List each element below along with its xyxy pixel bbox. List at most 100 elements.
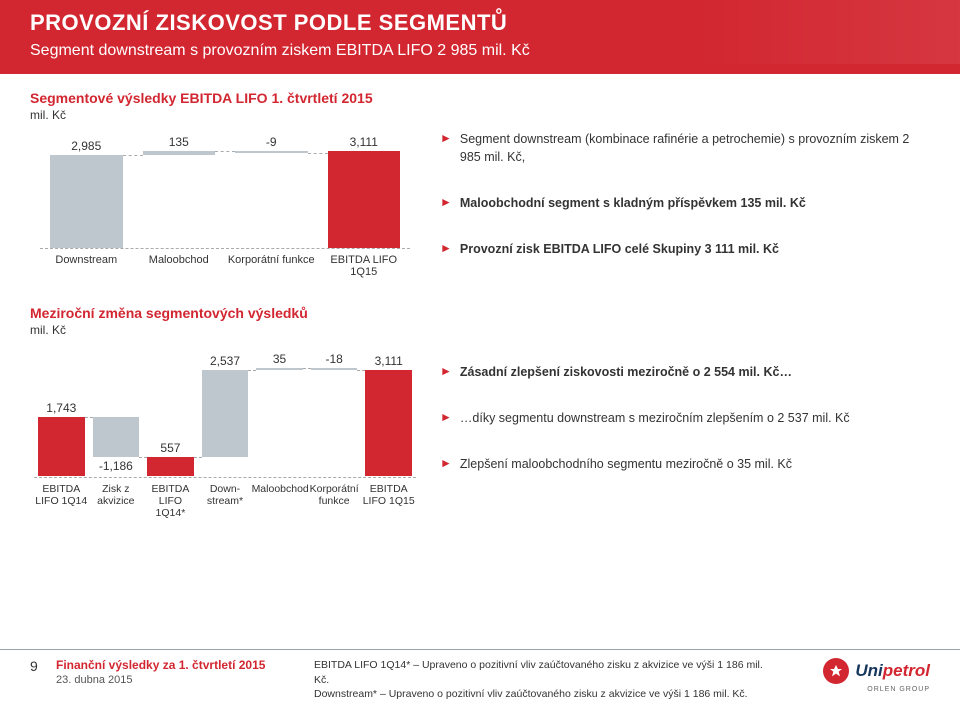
eagle-icon [823,658,849,684]
logo-uni: Uni [855,661,882,680]
connector-line [303,368,311,369]
footer-date: 23. dubna 2015 [56,674,306,686]
triangle-icon: ► [440,363,452,381]
footer-title: Finanční výsledky za 1. čtvrtletí 2015 [56,658,306,672]
chart-bar: 1,743 [38,417,85,477]
chart-bar: 3,111 [328,151,401,248]
bullet: ► Provozní zisk EBITDA LIFO celé Skupiny … [440,240,930,258]
logo-pet: petrol [883,661,930,680]
chart-bar: 2,537 [202,370,249,457]
bar-box [235,151,308,153]
category-label: Down-stream* [197,483,253,507]
bar-box [365,370,412,477]
section1-title: Segmentové výsledky EBITDA LIFO 1. čtvrt… [30,90,930,106]
connector-line [357,370,365,371]
bar-box [202,370,249,457]
x-axis [40,248,410,249]
waterfall-chart-2: 1,743-1,1865572,53735-183,111EBITDA LIFO… [30,345,420,525]
chart-bar: -1,186 [93,417,140,458]
section2-row: 1,743-1,1865572,53735-183,111EBITDA LIFO… [30,345,930,525]
bullet-text: Segment downstream (kombinace rafinérie … [460,130,930,166]
chart-bar: -18 [311,368,358,370]
connector-line [248,370,256,371]
bar-box [143,151,216,155]
page-number: 9 [30,658,56,674]
footer-title-block: Finanční výsledky za 1. čtvrtletí 2015 2… [56,658,306,686]
unipetrol-logo: Unipetrol [823,658,930,684]
section2-unit: mil. Kč [30,323,930,337]
logo-text: Unipetrol [855,661,930,681]
chart-bar: 557 [147,457,194,476]
bar-value-label: 1,743 [46,401,76,415]
footnote: Downstream* – Upraveno o pozitivní vliv … [314,687,780,701]
chart-bar: 35 [256,368,303,370]
triangle-icon: ► [440,194,452,212]
bullet: ► Zlepšení maloobchodního segmentu meziro… [440,455,930,473]
bullet-text: …díky segmentu downstream s meziročním z… [460,409,850,427]
section1-row: 2,985 135 -9 3,111 DownstreamMaloobchodKorpo… [30,130,930,287]
bar-value-label: 135 [169,135,189,149]
category-label: Maloobchod [252,483,308,495]
category-label: EBITDA LIFO 1Q14* [142,483,198,519]
bullet-text: Zlepšení maloobchodního segmentu meziroč… [460,455,792,473]
section1-unit: mil. Kč [30,108,930,122]
triangle-icon: ► [440,455,452,473]
bar-box [50,155,123,248]
connector-line [194,457,202,458]
triangle-icon: ► [440,130,452,166]
chart-bar: 2,985 [50,155,123,248]
bar-value-label: -18 [325,352,342,366]
chart-bar: -9 [235,151,308,153]
bullet-text: Provozní zisk EBITDA LIFO celé Skupiny 3… [460,240,779,258]
page-subtitle: Segment downstream s provozním ziskem EB… [30,42,930,60]
footnote: EBITDA LIFO 1Q14* – Upraveno o pozitivní… [314,658,780,686]
category-label: EBITDA LIFO 1Q15 [361,483,417,507]
bar-box [93,417,140,458]
waterfall-chart-1: 2,985 135 -9 3,111 DownstreamMaloobchodKorpo… [30,130,420,270]
footer-notes: EBITDA LIFO 1Q14* – Upraveno o pozitivní… [306,658,780,701]
category-label: Korporátní funkce [226,254,316,266]
chart-bar: 3,111 [365,370,412,477]
bar-value-label: 3,111 [375,354,403,368]
bar-value-label: 35 [273,352,286,366]
logo-block: Unipetrol ORLEN GROUP [780,658,930,693]
bullet: ► Zásadní zlepšení ziskovosti meziročně o… [440,363,930,381]
bar-box [328,151,401,248]
bar-box [256,368,303,370]
slide-header: PROVOZNÍ ZISKOVOST PODLE SEGMENTŮ Segmen… [0,0,960,74]
footer: 9 Finanční výsledky za 1. čtvrtletí 2015… [0,649,960,711]
bullet: ►Segment downstream (kombinace rafinérie… [440,130,930,166]
bar-value-label: 2,985 [71,139,101,153]
connector-line [308,153,328,154]
bar-box [311,368,358,370]
bar-value-label: -1,186 [99,459,133,473]
section2-title: Meziroční změna segmentových výsledků [30,305,930,321]
chart-bar: 135 [143,151,216,155]
bullet: ► Maloobchodní segment s kladným příspěvk… [440,194,930,212]
connector-line [215,151,235,152]
category-label: Maloobchod [134,254,224,266]
bar-value-label: 557 [160,441,180,455]
bar-box [147,457,194,476]
category-label: Korporátní funkce [306,483,362,507]
page-title: PROVOZNÍ ZISKOVOST PODLE SEGMENTŮ [30,10,930,36]
bullet: ► …díky segmentu downstream s meziročním … [440,409,930,427]
orlen-group-text: ORLEN GROUP [780,686,930,693]
bar-value-label: 2,537 [210,354,240,368]
bullet-text: Zásadní zlepšení ziskovosti meziročně o … [460,363,792,381]
category-label: Downstream [41,254,131,266]
section1-bullets: ►Segment downstream (kombinace rafinérie… [420,130,930,287]
connector-line [123,155,143,156]
bar-value-label: 3,111 [350,135,378,149]
content: Segmentové výsledky EBITDA LIFO 1. čtvrt… [0,74,960,525]
bar-value-label: -9 [266,135,277,149]
bar-box [38,417,85,477]
connector-line [85,417,93,418]
section2-bullets: ► Zásadní zlepšení ziskovosti meziročně o… [420,345,930,501]
category-label: EBITDA LIFO 1Q15 [319,254,409,278]
triangle-icon: ► [440,409,452,427]
connector-line [139,457,147,458]
category-label: EBITDA LIFO 1Q14 [33,483,89,507]
triangle-icon: ► [440,240,452,258]
bullet-text: Maloobchodní segment s kladným příspěvke… [460,194,806,212]
